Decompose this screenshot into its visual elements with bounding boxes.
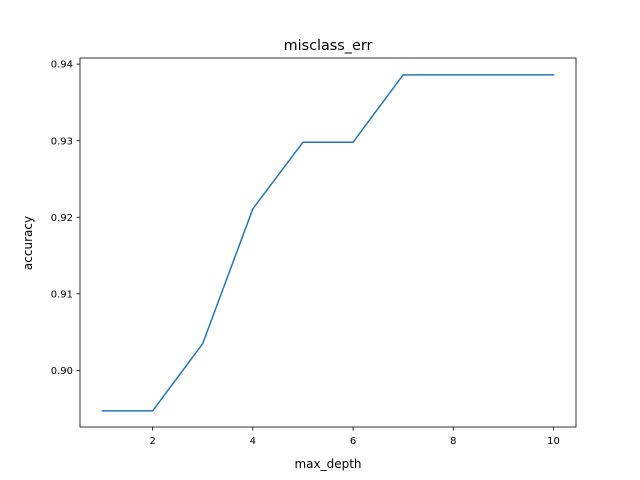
x-tick-label: 4	[250, 436, 256, 447]
chart-title: misclass_err	[284, 38, 373, 54]
x-axis-label: max_depth	[294, 457, 361, 471]
x-tick-label: 10	[547, 436, 560, 447]
y-tick-label: 0.93	[51, 136, 73, 147]
y-tick-label: 0.90	[51, 366, 73, 377]
y-axis-label: accuracy	[21, 216, 35, 270]
plot-frame	[79, 57, 577, 428]
x-tick-label: 6	[350, 436, 356, 447]
y-tick-label: 0.91	[51, 289, 73, 300]
x-tick-label: 8	[450, 436, 456, 447]
y-tick-label: 0.92	[51, 213, 73, 224]
plot-area: 2 4 6 8 10 0.90 0.91 0.92 0.93 0.94	[51, 57, 577, 447]
y-tick-label: 0.94	[51, 60, 73, 71]
series-line	[101, 74, 555, 412]
x-tick-label: 2	[149, 436, 155, 447]
